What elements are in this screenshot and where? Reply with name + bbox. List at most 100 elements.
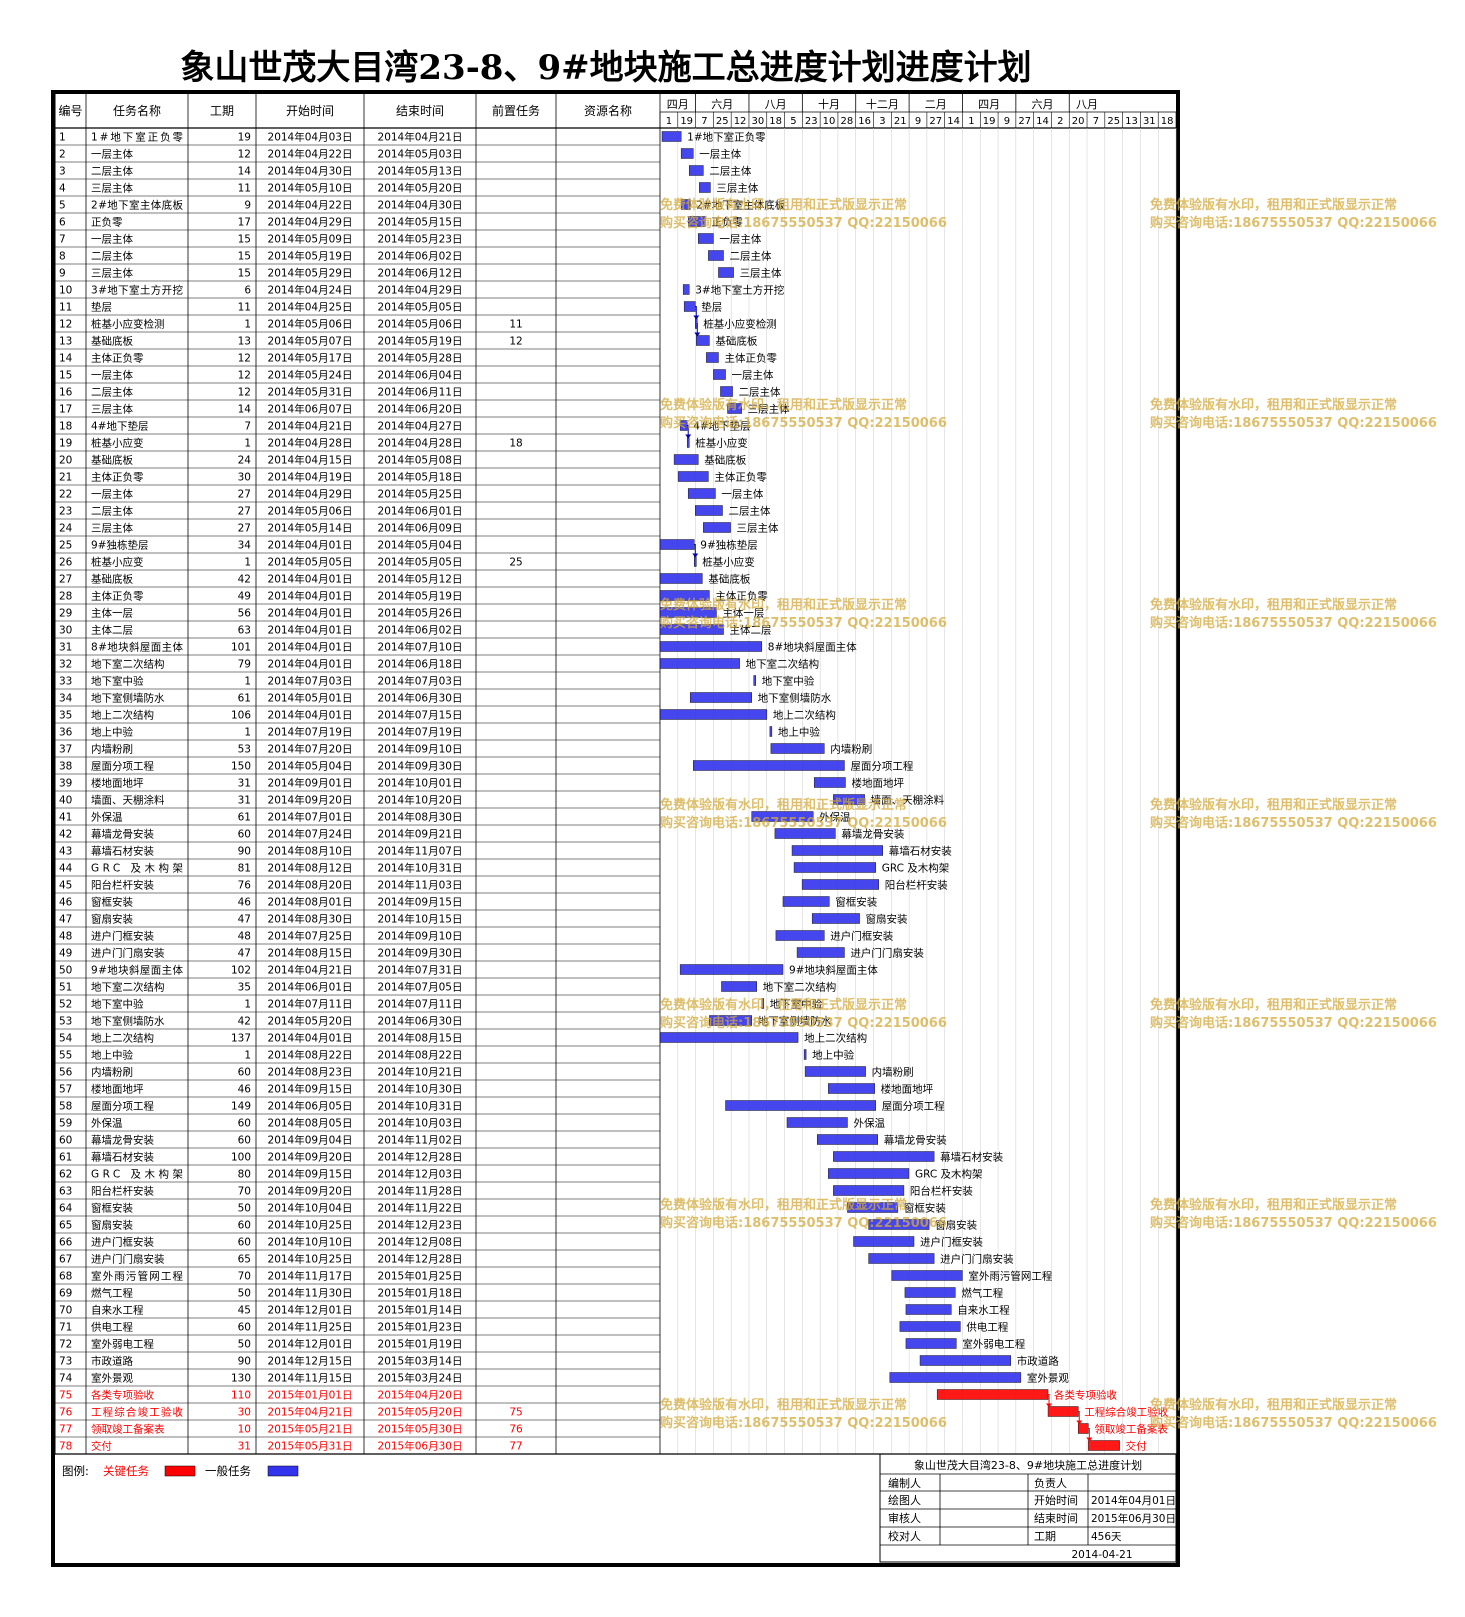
task-start: 2014年10月25日 (268, 1219, 353, 1232)
task-end: 2014年04月28日 (378, 437, 463, 450)
gantt-bar-label: 地上二次结构 (804, 1032, 867, 1045)
task-start: 2014年04月03日 (268, 131, 353, 144)
task-start: 2014年04月01日 (268, 1032, 353, 1045)
task-start: 2014年05月07日 (268, 335, 353, 348)
task-id: 40 (59, 795, 72, 807)
gantt-bar-label: 地上二次结构 (773, 709, 836, 722)
task-end: 2014年07月10日 (378, 641, 463, 654)
watermark-line2: 购买咨询电话:18675550537 QQ:22150066 (1150, 1216, 1437, 1231)
gantt-bar (774, 828, 836, 839)
task-start: 2014年04月29日 (268, 216, 353, 229)
task-id: 32 (59, 659, 72, 671)
task-name: 主体正负零 (91, 471, 144, 484)
task-start: 2014年07月01日 (268, 811, 353, 824)
timeline-day: 19 (983, 116, 996, 127)
task-duration: 12 (238, 353, 251, 365)
task-end: 2015年03月24日 (378, 1372, 463, 1385)
watermark: 免费体验版有水印，租用和正式版显示正常 购买咨询电话:18675550537 QQ… (660, 1397, 947, 1433)
gantt-bar-label: 二层主体 (709, 166, 751, 178)
task-start: 2014年08月05日 (268, 1117, 353, 1130)
gantt-bar-label: 窗扇安装 (866, 913, 908, 926)
task-duration: 81 (238, 863, 251, 875)
gantt-bar-label: 进户门门扇安装 (940, 1253, 1014, 1266)
task-duration: 31 (238, 795, 251, 807)
task-end: 2014年12月03日 (378, 1168, 463, 1181)
task-start: 2014年09月15日 (268, 1168, 353, 1181)
task-predecessor: 25 (509, 557, 522, 569)
task-end: 2015年01月23日 (378, 1321, 463, 1334)
task-start: 2014年07月24日 (268, 828, 353, 841)
timeline-day: 1 (666, 116, 672, 127)
timeline-day: 10 (823, 116, 836, 127)
gantt-bar (813, 777, 846, 788)
task-id: 51 (59, 982, 72, 994)
gantt-bar (904, 1287, 956, 1298)
gantt-bar (727, 403, 742, 414)
timeline-day: 7 (701, 116, 707, 127)
gantt-bar (791, 845, 883, 856)
task-duration: 17 (238, 217, 251, 229)
task-name: 阳台栏杆安装 (91, 879, 154, 892)
task-start: 2014年05月17日 (268, 352, 353, 365)
timeline-day: 23 (805, 116, 818, 127)
task-name: 基础底板 (91, 573, 133, 586)
chart-frame (51, 90, 1180, 1567)
task-id: 45 (59, 880, 72, 892)
gantt-bar-label: 进户门门扇安装 (850, 947, 924, 960)
gantt-chart: 象山世茂大目湾23-8、9#地块施工总进度计划进度计划 编号 任务名称 工期 开始时间… (51, 48, 1180, 1567)
task-name: 领取竣工备案表 (91, 1423, 165, 1436)
task-duration: 90 (238, 1356, 251, 1368)
legend-general-label: 一般任务 (205, 1464, 251, 1478)
task-name: 室外景观 (91, 1372, 133, 1385)
legend-critical-label: 关键任务 (103, 1464, 149, 1478)
watermark: 免费体验版有水印，租用和正式版显示正常 购买咨询电话:18675550537 QQ… (1150, 997, 1437, 1033)
task-end: 2014年12月08日 (378, 1236, 463, 1249)
watermark-line2: 购买咨询电话:18675550537 QQ:22150066 (660, 216, 947, 231)
gantt-bar (889, 1372, 1022, 1383)
timeline-day: 9 (915, 116, 921, 127)
dependency-arrow (1078, 1411, 1080, 1424)
task-duration: 56 (238, 608, 252, 620)
task-start: 2014年08月23日 (268, 1066, 353, 1079)
task-start: 2014年10月04日 (268, 1202, 353, 1215)
dependency-arrowhead (685, 434, 692, 439)
watermark: 免费体验版有水印，租用和正式版显示正常 购买咨询电话:18675550537 QQ… (660, 1197, 947, 1233)
gantt-bar (905, 1338, 957, 1349)
gantt-bar-label: 内墙粉刷 (830, 743, 872, 756)
task-end: 2014年06月30日 (378, 1015, 463, 1028)
task-id: 39 (59, 778, 72, 790)
gantt-bar (688, 165, 704, 176)
task-duration: 12 (238, 149, 251, 161)
task-start: 2014年04月01日 (268, 573, 353, 586)
task-end: 2014年05月23日 (378, 233, 463, 246)
gantt-bar (708, 250, 724, 261)
gantt-bar-label: 一层主体 (719, 234, 761, 246)
watermark: 免费体验版有水印，租用和正式版显示正常 购买咨询电话:18675550537 QQ… (1150, 397, 1437, 433)
task-duration: 137 (231, 1033, 251, 1045)
watermark-line2: 购买咨询电话:18675550537 QQ:22150066 (660, 816, 947, 831)
task-duration: 24 (238, 455, 252, 467)
task-id: 34 (59, 693, 73, 705)
task-start: 2014年07月03日 (268, 675, 353, 688)
task-start: 2014年08月10日 (268, 845, 353, 858)
task-name: 室外弱电工程 (91, 1338, 154, 1351)
task-id: 67 (59, 1254, 72, 1266)
watermark: 免费体验版有水印，租用和正式版显示正常 购买咨询电话:18675550537 QQ… (660, 797, 947, 833)
dependency-arrowhead (692, 553, 699, 558)
task-id: 9 (59, 268, 66, 280)
gantt-bar (782, 896, 830, 907)
gantt-bar (811, 913, 860, 924)
task-duration: 1 (244, 999, 251, 1011)
task-id: 65 (59, 1220, 72, 1232)
gantt-bar-label: 室外雨污管网工程 (968, 1270, 1052, 1283)
task-id: 47 (59, 914, 72, 926)
timeline-day: 13 (1125, 116, 1138, 127)
task-end: 2014年11月03日 (378, 879, 463, 892)
task-duration: 60 (238, 1220, 251, 1232)
task-duration: 130 (231, 1373, 251, 1385)
task-start: 2014年06月01日 (268, 981, 353, 994)
task-name: 外保温 (91, 1117, 123, 1130)
gantt-bar-label: 幕墙龙骨安装 (884, 1134, 947, 1147)
task-start: 2014年05月04日 (268, 760, 353, 773)
task-duration: 60 (238, 829, 251, 841)
